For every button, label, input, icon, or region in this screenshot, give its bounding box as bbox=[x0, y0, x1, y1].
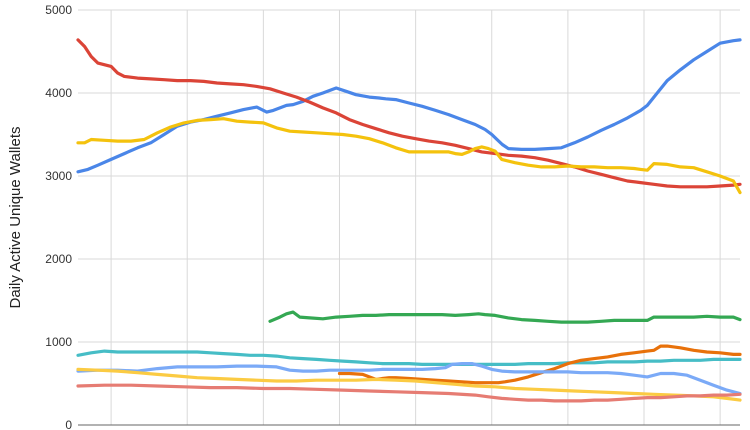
series-line-8 bbox=[76, 367, 742, 402]
y-tick-label: 2000 bbox=[45, 252, 72, 266]
series-line-2 bbox=[76, 38, 742, 189]
y-axis-title: Daily Active Unique Wallets bbox=[7, 126, 24, 308]
series-line-7 bbox=[76, 362, 742, 396]
series-lines bbox=[76, 38, 742, 403]
y-tick-labels: 0 1000 2000 3000 4000 5000 bbox=[45, 3, 72, 430]
series-line-6 bbox=[337, 344, 742, 385]
y-tick-label: 0 bbox=[65, 418, 72, 430]
y-tick-label: 5000 bbox=[45, 3, 72, 17]
y-tick-label: 4000 bbox=[45, 86, 72, 100]
y-tick-label: 3000 bbox=[45, 169, 72, 183]
y-tick-label: 1000 bbox=[45, 335, 72, 349]
series-line-3 bbox=[76, 117, 742, 195]
series-line-4 bbox=[268, 310, 742, 324]
series-line-9 bbox=[76, 383, 742, 403]
chart-gridlines bbox=[78, 9, 740, 425]
series-line-5 bbox=[76, 349, 742, 366]
